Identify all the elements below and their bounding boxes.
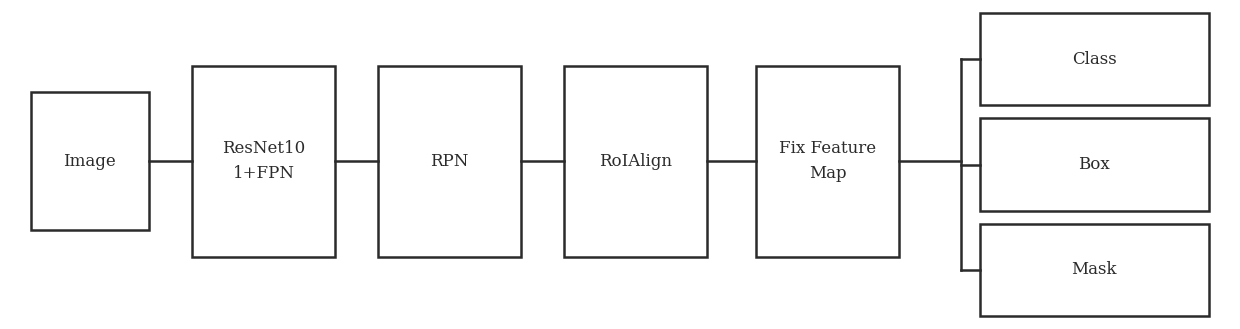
Text: ResNet10
1+FPN: ResNet10 1+FPN (222, 140, 305, 182)
Text: Class: Class (1071, 51, 1117, 68)
Text: Box: Box (1079, 156, 1110, 173)
FancyBboxPatch shape (980, 224, 1209, 316)
FancyBboxPatch shape (564, 66, 707, 257)
FancyBboxPatch shape (192, 66, 335, 257)
Text: Mask: Mask (1071, 261, 1117, 278)
FancyBboxPatch shape (980, 13, 1209, 105)
Text: RoIAlign: RoIAlign (599, 153, 672, 170)
Text: Fix Feature
Map: Fix Feature Map (779, 140, 877, 182)
FancyBboxPatch shape (378, 66, 521, 257)
Text: Image: Image (63, 153, 117, 170)
FancyBboxPatch shape (31, 92, 149, 230)
Text: RPN: RPN (430, 153, 469, 170)
FancyBboxPatch shape (980, 118, 1209, 211)
FancyBboxPatch shape (756, 66, 899, 257)
